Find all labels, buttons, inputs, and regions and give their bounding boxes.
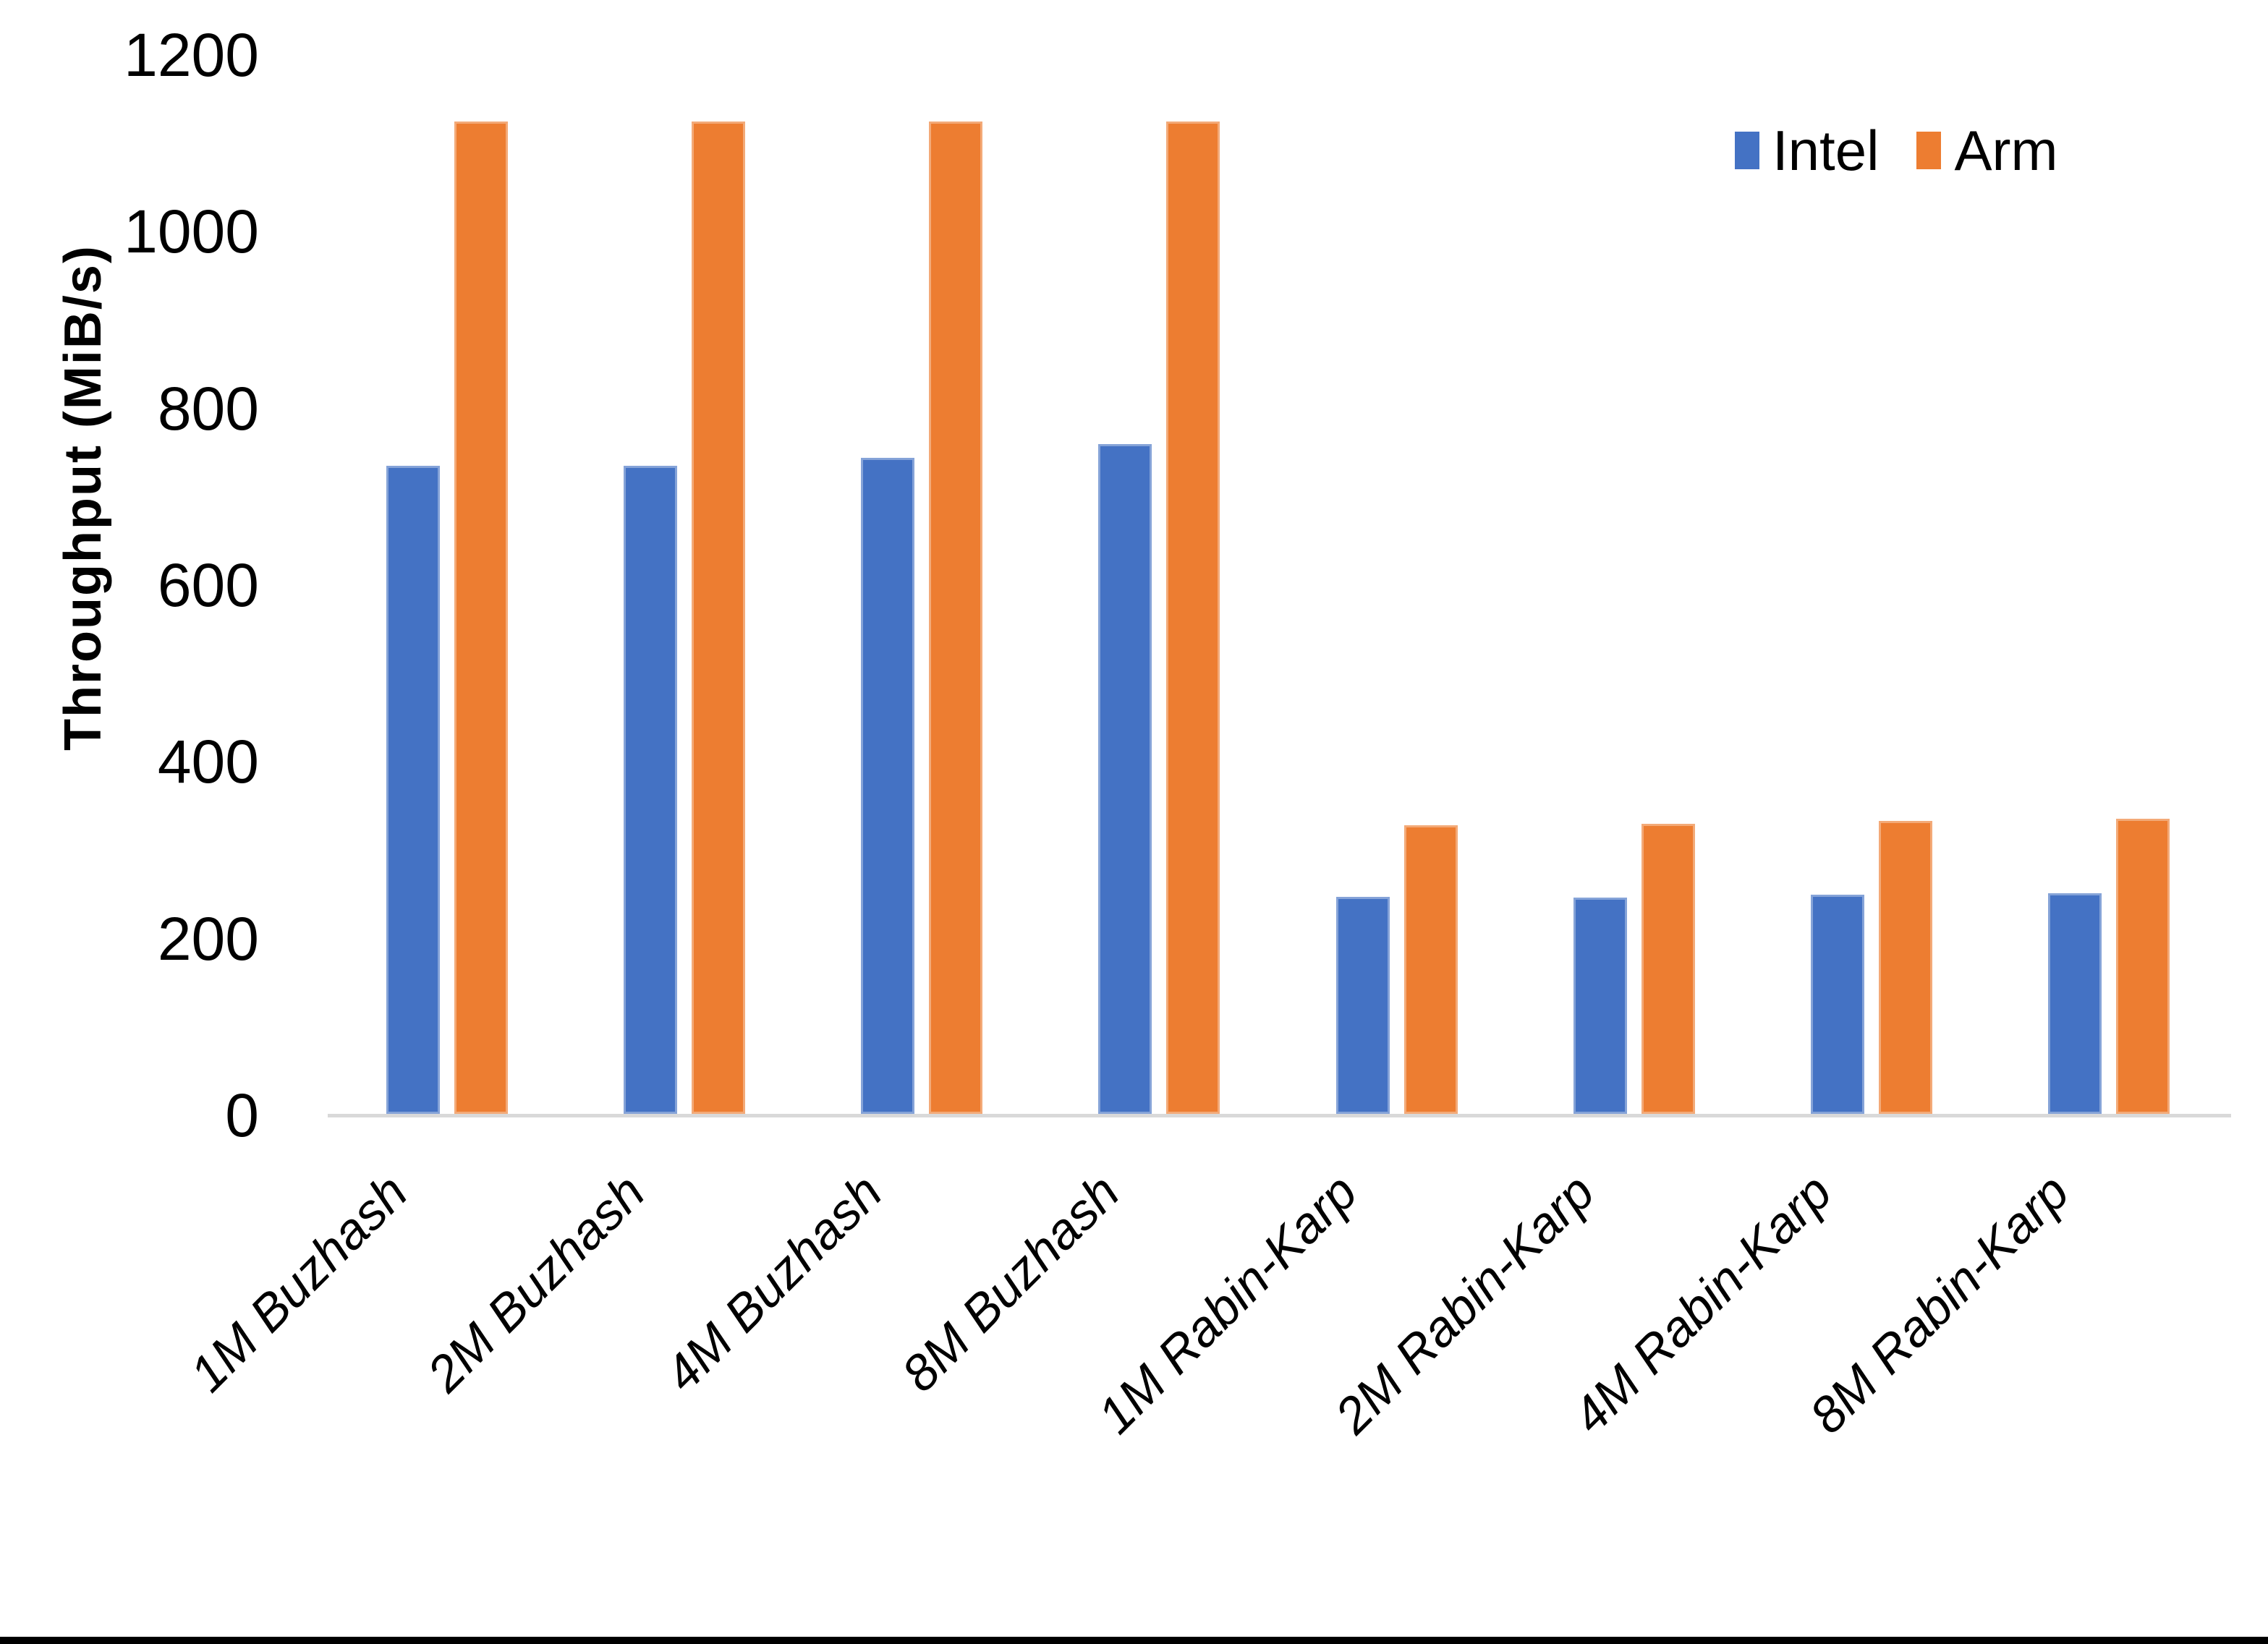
legend-label-arm: Arm xyxy=(1954,119,2058,182)
x-axis-line xyxy=(328,1114,2231,1117)
bottom-border-bar xyxy=(0,1637,2268,1644)
x-axis-category-label-4m-rabin-karp: 4M Rabin-Karp xyxy=(1561,1163,1843,1444)
legend: Intel Arm xyxy=(1735,122,2057,179)
y-axis-title: Throughput (MiB/s) xyxy=(54,244,112,751)
bar-intel-8m-rabin-karp xyxy=(2047,893,2102,1114)
bar-intel-2m-buzhash xyxy=(624,466,678,1114)
legend-marker-icon-arm xyxy=(1916,132,1942,169)
legend-label-intel: Intel xyxy=(1772,119,1880,182)
x-axis-category-label-4m-buzhash: 4M Buzhash xyxy=(653,1163,893,1402)
x-axis-category-label-1m-rabin-karp: 1M Rabin-Karp xyxy=(1087,1163,1368,1444)
bar-intel-2m-rabin-karp xyxy=(1573,898,1627,1114)
bar-intel-4m-rabin-karp xyxy=(1810,894,1864,1114)
x-axis-category-label-1m-buzhash: 1M Buzhash xyxy=(179,1163,418,1402)
x-axis-category-label-2m-buzhash: 2M Buzhash xyxy=(416,1163,655,1402)
bar-intel-8m-buzhash xyxy=(1098,443,1152,1114)
bar-arm-1m-buzhash xyxy=(454,121,508,1114)
y-tick-label-400: 400 xyxy=(157,728,259,796)
legend-marker-icon-intel xyxy=(1735,132,1759,169)
y-tick-label-0: 0 xyxy=(225,1081,259,1149)
y-tick-label-1000: 1000 xyxy=(124,197,259,266)
bar-arm-8m-rabin-karp xyxy=(2115,818,2170,1114)
x-axis-category-label-8m-rabin-karp: 8M Rabin-Karp xyxy=(1798,1163,2080,1444)
x-axis-category-label-8m-buzhash: 8M Buzhash xyxy=(891,1163,1131,1402)
y-tick-label-200: 200 xyxy=(157,904,259,973)
bar-intel-1m-rabin-karp xyxy=(1335,897,1390,1114)
x-axis-category-label-2m-rabin-karp: 2M Rabin-Karp xyxy=(1324,1163,1605,1444)
bar-arm-2m-buzhash xyxy=(692,121,746,1114)
bar-arm-4m-buzhash xyxy=(929,121,983,1114)
bar-arm-2m-rabin-karp xyxy=(1641,823,1695,1114)
legend-item-arm: Arm xyxy=(1916,122,2057,179)
bar-intel-1m-buzhash xyxy=(386,466,440,1114)
bar-arm-8m-buzhash xyxy=(1166,121,1220,1114)
legend-item-intel: Intel xyxy=(1735,122,1879,179)
bar-arm-4m-rabin-karp xyxy=(1878,821,1932,1114)
bar-intel-4m-buzhash xyxy=(861,458,915,1114)
y-tick-label-1200: 1200 xyxy=(124,21,259,89)
y-tick-label-800: 800 xyxy=(157,374,259,443)
y-tick-label-600: 600 xyxy=(157,551,259,619)
bar-arm-1m-rabin-karp xyxy=(1403,825,1458,1114)
